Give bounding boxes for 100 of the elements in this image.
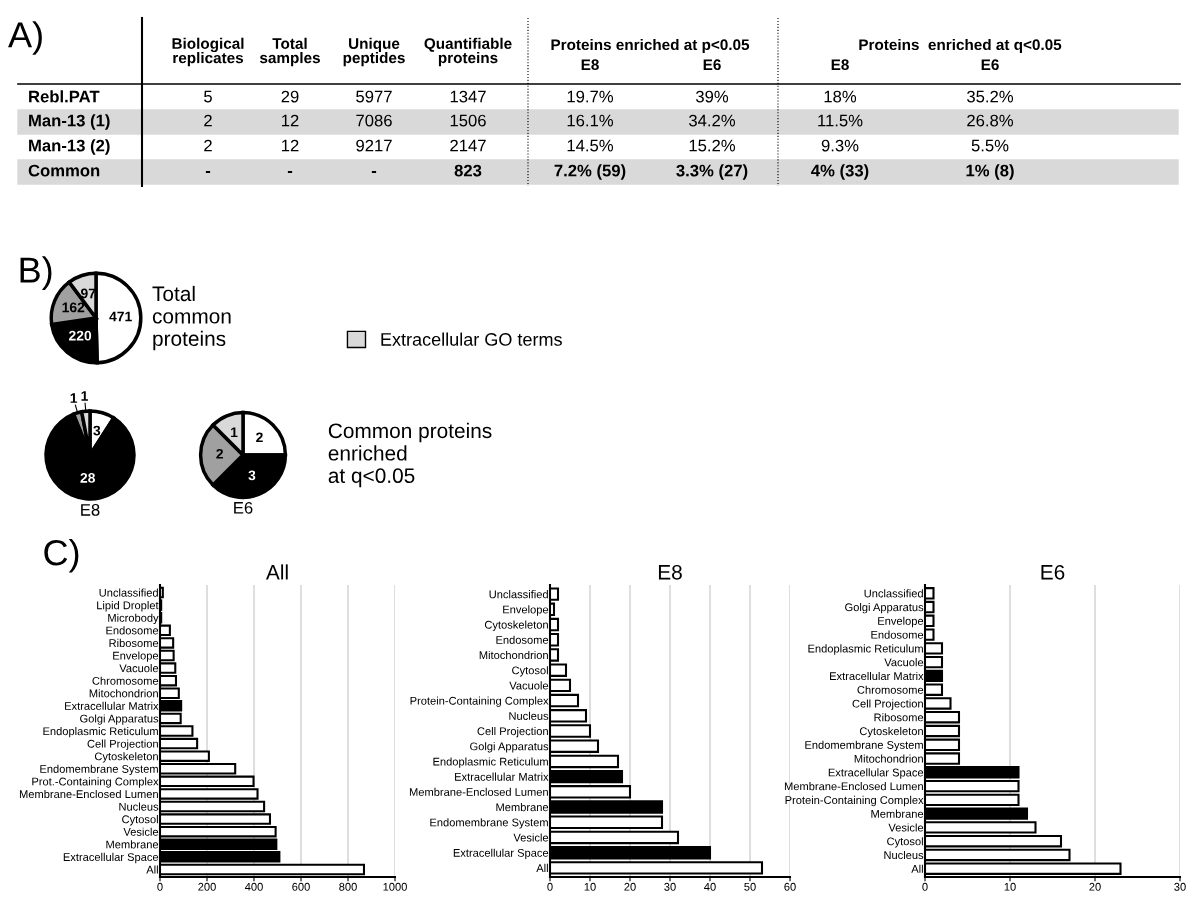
text: 7086	[356, 114, 392, 127]
x-tick-label: 10	[1004, 882, 1016, 891]
text: 35.2%	[967, 90, 1014, 103]
y-tick-label: Unclassified	[99, 588, 158, 597]
y-tick-label: Mitochondrion	[479, 650, 548, 660]
text: Proteins enriched at p<0.05	[551, 38, 750, 54]
y-tick-label: Vacuole	[884, 658, 924, 667]
x-tick-label: 40	[704, 882, 716, 891]
y-tick-label: All	[911, 864, 923, 873]
y-tick-label: Endosome	[496, 635, 549, 644]
y-tick-label: Cytosol	[122, 815, 158, 826]
text: 5.5%	[971, 139, 1009, 152]
text: 12	[282, 114, 299, 127]
x-tick-label: 0	[547, 882, 553, 891]
data-label: 1	[70, 393, 78, 403]
text: -	[205, 170, 211, 173]
y-tick-label: Vacuole	[509, 681, 549, 690]
y-tick-label: Vesicle	[888, 823, 924, 832]
y-tick-label: Extracellular Space	[63, 852, 159, 864]
y-tick-label: Endosome	[106, 626, 159, 635]
text: A)	[8, 21, 42, 55]
text: 3.3% (27)	[676, 164, 748, 180]
y-tick-label: Unclassified	[489, 590, 548, 599]
y-tick-label: Extracellular Space	[828, 768, 924, 779]
x-tick-label: 0	[922, 882, 928, 891]
text: 18%	[824, 90, 857, 103]
category-label: E6	[703, 59, 721, 71]
text: 15.2%	[689, 139, 736, 152]
y-tick-label: Cell Projection	[87, 739, 158, 750]
text: 4% (33)	[811, 164, 869, 180]
y-tick-label: Vesicle	[513, 833, 549, 842]
data-label: 1	[231, 427, 238, 438]
y-tick-label: Mitochondrion	[89, 689, 158, 698]
y-tick-label: Vesicle	[123, 827, 159, 836]
data-label: 220	[69, 330, 92, 341]
category-label: Total samples	[259, 37, 320, 67]
y-tick-label: Endomembrane System	[40, 764, 158, 776]
y-tick-label: Extracellular Matrix	[830, 671, 924, 681]
y-tick-label: Vacuole	[119, 664, 159, 673]
text: 16.1%	[567, 114, 614, 127]
y-tick-label: Extracellular Space	[453, 848, 549, 859]
y-tick-label: Nucleus	[119, 802, 159, 811]
category-label: Man-13 (2)	[29, 139, 110, 155]
text: 1347	[450, 90, 486, 103]
x-tick-label: 60	[784, 882, 796, 891]
y-tick-label: Cytosol	[512, 666, 548, 677]
y-tick-label: Membrane	[496, 803, 549, 812]
text: 2	[204, 114, 212, 127]
y-tick-label: Extracellular Matrix	[455, 772, 549, 781]
category-label: Man-13 (1)	[29, 114, 110, 130]
y-tick-label: Protein-Containing Complex	[410, 696, 549, 707]
text: 26.8%	[967, 114, 1014, 127]
x-tick-label: 600	[292, 882, 310, 891]
x-tick-label: 50	[744, 882, 756, 891]
text: -	[287, 170, 293, 173]
text: 34.2%	[689, 114, 736, 127]
y-tick-label: Endoplasmic Reticulum	[808, 644, 923, 655]
data-label: 28	[80, 472, 95, 483]
y-tick-label: Microbody	[108, 613, 159, 625]
data-label: 2	[256, 432, 263, 443]
y-tick-label: Membrane	[106, 840, 159, 849]
text: 9.3%	[821, 139, 859, 152]
x-tick-label: 30	[1174, 882, 1186, 891]
data-label: 1	[81, 391, 88, 401]
y-tick-label: Cell Projection	[852, 699, 923, 710]
y-tick-label: Cytoskeleton	[94, 752, 158, 763]
y-tick-label: Chromosome	[92, 676, 159, 685]
text: C)	[44, 538, 79, 573]
category-label: E6	[981, 59, 999, 71]
category-label: Quantifiable proteins	[424, 37, 512, 67]
y-tick-label: Cytoskeleton	[484, 620, 548, 631]
category-label: Common	[28, 164, 100, 177]
y-tick-label: Ribosome	[109, 638, 159, 648]
y-tick-label: Lipid Droplet	[97, 601, 159, 612]
y-tick-label: Chromosome	[857, 685, 924, 694]
y-tick-label: Endomembrane System	[430, 818, 548, 829]
y-tick-label: Nucleus	[884, 850, 924, 860]
text: 823	[454, 164, 482, 177]
y-tick-label: Golgi Apparatus	[845, 603, 924, 614]
text: 7.2% (59)	[554, 164, 626, 180]
text: 14.5%	[567, 139, 614, 152]
y-tick-label: Membrane-Enclosed Lumen	[409, 787, 548, 796]
data-label: 2	[216, 448, 223, 459]
category-label: Unique peptides	[343, 37, 405, 67]
y-tick-label: Endoplasmic Reticulum	[43, 726, 158, 738]
text: 39%	[695, 90, 729, 103]
text: Common proteins enriched at q<0.05	[328, 422, 492, 488]
category-label: E8	[831, 59, 849, 71]
pie-slice	[44, 412, 136, 501]
y-tick-label: All	[146, 865, 158, 874]
y-tick-label: Membrane-Enclosed Lumen	[19, 789, 158, 799]
text: 2	[204, 139, 212, 152]
text: B)	[20, 256, 52, 291]
y-tick-label: Cytosol	[887, 837, 923, 848]
y-tick-label: Membrane	[871, 809, 924, 818]
text: 5977	[356, 90, 392, 103]
y-tick-label: Envelope	[503, 605, 549, 616]
y-tick-label: Golgi Apparatus	[80, 714, 159, 725]
y-tick-label: Extracellular Matrix	[65, 701, 159, 710]
text: 12	[282, 139, 299, 152]
